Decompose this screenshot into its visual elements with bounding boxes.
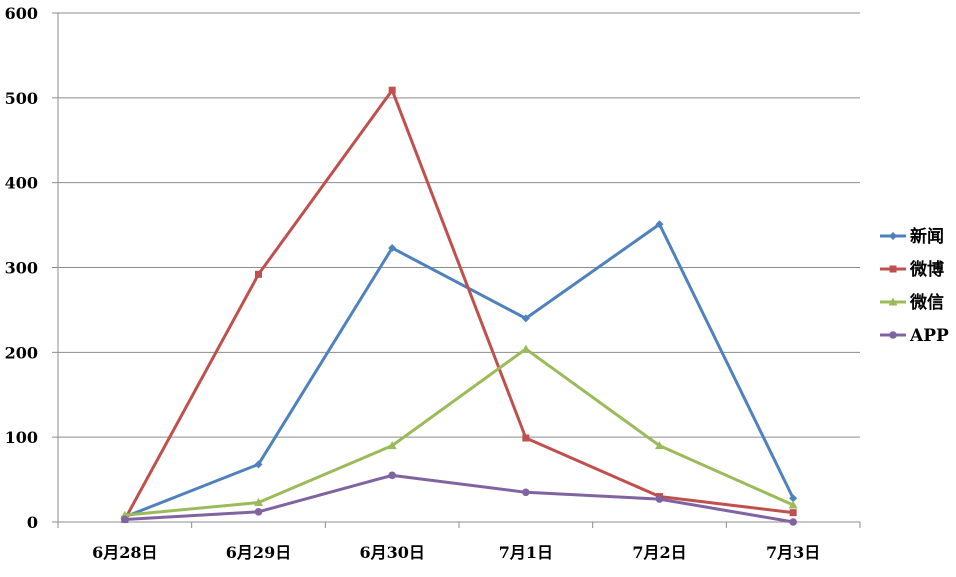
- series-group: [120, 86, 798, 526]
- x-tick-label: 6月29日: [226, 543, 291, 562]
- legend-marker: [889, 331, 897, 339]
- series-2: [121, 86, 797, 523]
- y-tick-label: 400: [5, 174, 38, 193]
- y-tick-label: 300: [5, 259, 38, 278]
- y-tick-label: 100: [5, 428, 38, 447]
- data-point: [789, 494, 798, 503]
- y-tick-label: 200: [5, 343, 38, 362]
- legend-marker: [889, 232, 897, 240]
- legend-item: 微博: [880, 259, 944, 280]
- legend-item: 新闻: [880, 226, 944, 247]
- data-point: [789, 518, 797, 526]
- legend-label: APP: [909, 326, 949, 346]
- data-point: [522, 434, 530, 442]
- legend-label: 新闻: [910, 226, 944, 247]
- series-line: [123, 88, 794, 521]
- data-point: [388, 471, 396, 480]
- data-point: [655, 220, 664, 229]
- data-point: [655, 441, 664, 450]
- x-tick-label: 6月28日: [92, 543, 157, 562]
- data-point: [255, 270, 262, 278]
- series-4: [121, 471, 797, 526]
- x-tick-label: 7月3日: [766, 543, 820, 562]
- data-point: [254, 497, 263, 506]
- data-point: [387, 441, 397, 450]
- data-point: [655, 495, 664, 503]
- legend-label: 微博: [909, 259, 944, 280]
- y-axis-ticks: 0 100 200 300 400 500 600: [5, 4, 38, 532]
- legend-item: 微信: [880, 292, 944, 313]
- data-point: [254, 508, 263, 516]
- legend-item: APP: [880, 326, 949, 346]
- axes: [52, 12, 861, 528]
- data-point: [388, 86, 396, 94]
- gridlines: [58, 12, 860, 438]
- data-point: [521, 314, 530, 323]
- y-tick-label: 600: [5, 4, 38, 23]
- x-tick-label: 7月1日: [499, 543, 553, 562]
- data-point: [521, 344, 531, 353]
- x-tick-label: 6月30日: [359, 543, 424, 562]
- series-line: [124, 347, 794, 517]
- series-line: [124, 473, 794, 524]
- series-3: [120, 344, 798, 519]
- data-point: [788, 500, 798, 509]
- series-line: [124, 222, 795, 519]
- legend-marker: [889, 265, 897, 273]
- y-tick-label: 0: [27, 513, 38, 532]
- data-point: [789, 509, 797, 517]
- legend-label: 微信: [909, 292, 944, 313]
- data-point: [254, 460, 263, 469]
- y-tick-label: 500: [5, 89, 38, 108]
- x-tick-label: 7月2日: [632, 543, 686, 562]
- data-point: [388, 243, 397, 252]
- data-point: [522, 488, 530, 497]
- x-axis-ticks: 6月28日 6月29日 6月30日 7月1日 7月2日 7月3日: [92, 543, 820, 562]
- data-point: [121, 515, 129, 524]
- legend-marker: [888, 297, 898, 306]
